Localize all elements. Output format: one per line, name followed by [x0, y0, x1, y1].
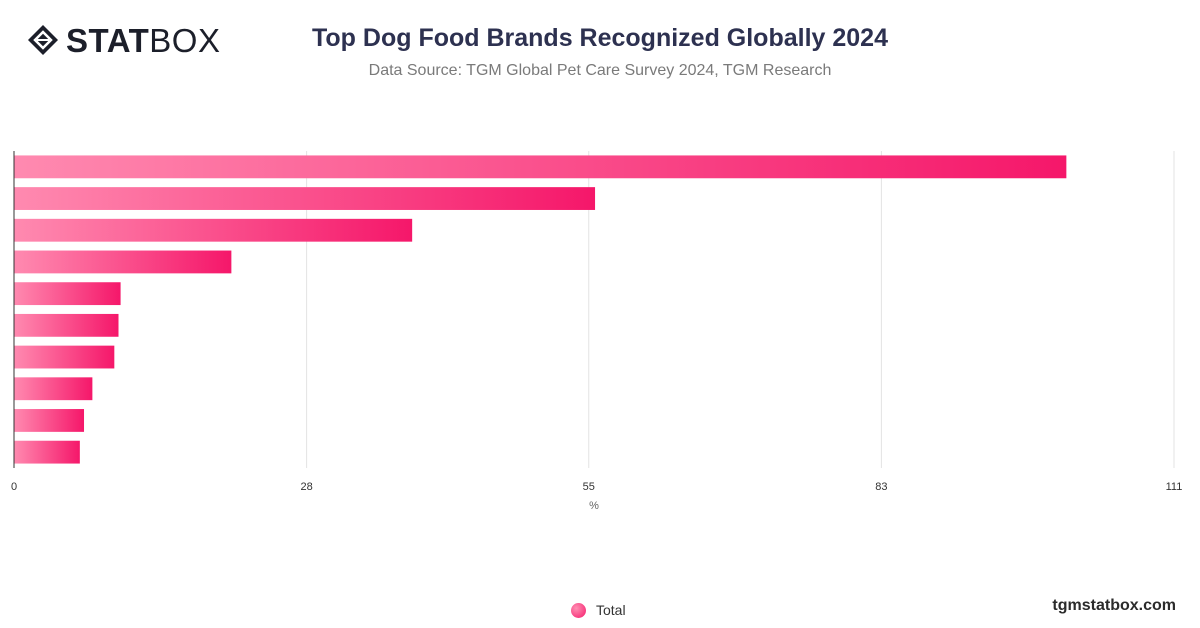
- bar[interactable]: [14, 345, 115, 369]
- x-tick-label: 0: [11, 481, 17, 493]
- site-watermark: tgmstatbox.com: [1052, 597, 1176, 614]
- bar[interactable]: [14, 313, 119, 337]
- legend-marker-icon: [571, 602, 586, 618]
- bar[interactable]: [14, 250, 232, 274]
- bar[interactable]: [14, 282, 121, 306]
- bar[interactable]: [14, 155, 1067, 179]
- logo-text: STATBOX: [66, 24, 220, 57]
- legend[interactable]: Total: [571, 602, 626, 618]
- bar[interactable]: [14, 187, 596, 210]
- logo-stat: STAT: [66, 21, 150, 59]
- diamond-logo-icon: [28, 25, 58, 55]
- chart-subtitle: Data Source: TGM Global Pet Care Survey …: [368, 62, 832, 79]
- bar[interactable]: [14, 377, 93, 401]
- statbox-logo: STATBOX: [26, 22, 220, 58]
- legend-label: Total: [596, 602, 626, 618]
- x-tick-label: 111: [1166, 481, 1183, 493]
- x-tick-label: 83: [875, 481, 887, 493]
- x-axis-title: %: [589, 500, 599, 512]
- chart-title: Top Dog Food Brands Recognized Globally …: [312, 24, 888, 52]
- x-tick-label: 55: [583, 481, 595, 493]
- logo-box: BOX: [149, 21, 221, 59]
- x-tick-label: 28: [300, 481, 312, 493]
- bar[interactable]: [14, 440, 80, 464]
- bar[interactable]: [14, 218, 413, 242]
- bar[interactable]: [14, 409, 85, 432]
